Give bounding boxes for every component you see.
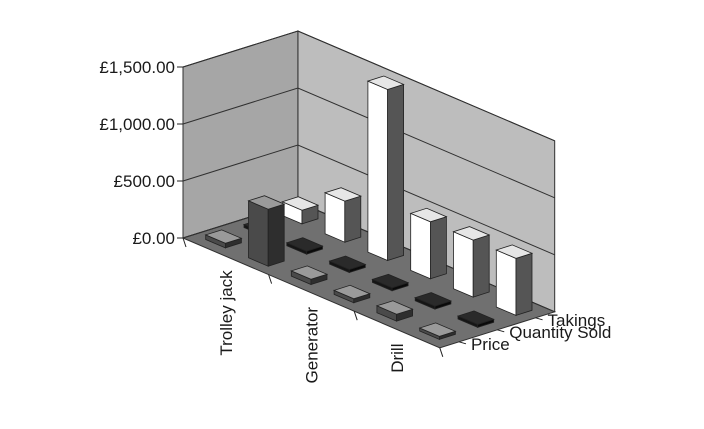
bar-top-face [452, 226, 491, 241]
bar-top-face [414, 292, 453, 307]
series-tick [535, 317, 543, 321]
series-label: Takings [548, 311, 606, 330]
bar-top-face [204, 229, 243, 244]
bar-quantity-sold [371, 273, 410, 292]
category-label: Drill [388, 344, 407, 373]
series-tick [458, 341, 467, 345]
bar-top-face [456, 310, 495, 325]
bar-front-face [495, 249, 517, 317]
gridline [182, 30, 555, 142]
category-label: Trolley jack [217, 270, 236, 356]
x-tick [353, 311, 358, 321]
series-tick [497, 329, 505, 333]
chart-labels: £0.00 £500.00 £1,000.00 £1,500.00 Trolley ja… [99, 58, 611, 383]
bar-side-face [429, 216, 447, 280]
bar-price [375, 300, 414, 322]
x-tick [182, 237, 187, 248]
bar-top-face [371, 273, 410, 289]
bar-quantity-sold [285, 237, 324, 255]
bar-top-face [247, 195, 286, 210]
bar-quantity-sold [456, 310, 495, 329]
bar-price [332, 284, 371, 304]
bar-top-face [409, 207, 448, 223]
bar-price [247, 195, 286, 267]
category-label: Generator [302, 307, 321, 384]
gridline [182, 144, 555, 256]
bar-takings [323, 187, 362, 243]
bar-front-face [248, 200, 269, 267]
series-label: Price [471, 335, 510, 354]
bar-price [204, 229, 243, 249]
bar-price [290, 265, 329, 286]
bar-top-face [375, 300, 414, 315]
bar-takings [409, 207, 448, 280]
bar-takings [452, 226, 491, 298]
bar-takings [495, 244, 534, 317]
bar-quantity-sold [328, 255, 367, 274]
bar-price [418, 322, 457, 341]
bar-side-face [267, 203, 285, 267]
bar-quantity-sold [414, 292, 453, 310]
bar-takings [281, 196, 320, 225]
x-tick [268, 274, 273, 284]
y-tick-label: £1,000.00 [99, 115, 175, 134]
gridline [182, 87, 555, 199]
bar-takings [366, 75, 405, 262]
bar-top-face [323, 187, 362, 202]
bar-side-face [387, 83, 405, 262]
y-tick-label: £1,500.00 [99, 58, 175, 77]
y-tick-label: £500.00 [114, 172, 175, 191]
bar-top-face [495, 244, 534, 259]
chart-gridlines [177, 30, 555, 357]
x-tick [439, 347, 444, 357]
bar-top-face [328, 255, 367, 270]
bar-top-face [366, 75, 405, 90]
bar-side-face [344, 195, 362, 243]
bar-top-face [281, 196, 320, 211]
bar-top-face [285, 237, 324, 252]
y-tick-label: £0.00 [132, 229, 175, 248]
series-label: Quantity Sold [509, 323, 611, 342]
bar-front-face [453, 231, 474, 298]
bar-top-face [418, 322, 457, 337]
bar-front-face [410, 212, 431, 280]
bar-top-face [332, 284, 371, 300]
bar-top-face [290, 265, 329, 280]
bar-side-face [515, 252, 533, 316]
bar-front-face [367, 80, 389, 262]
bar-side-face [472, 234, 490, 298]
chart-bars [204, 75, 534, 341]
